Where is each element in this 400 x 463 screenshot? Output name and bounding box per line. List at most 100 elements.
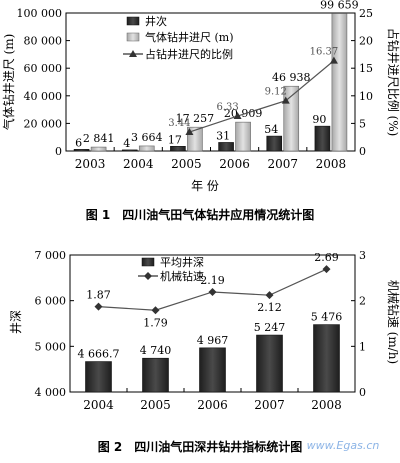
chart2-rop-label: 1.87 [86, 289, 111, 302]
chart2-x-tick-label: 2008 [311, 398, 342, 412]
chart2-y-tick-label: 7 000 [35, 249, 67, 262]
chart1-x-tick-label: 2005 [171, 157, 202, 171]
chart2-rop-point [151, 306, 160, 315]
chart2-bar-depth-label: 5 247 [254, 321, 286, 334]
chart1-x-axis-label: 年 份 [191, 179, 219, 193]
chart1-bar-footage [138, 145, 155, 152]
chart2-rop-point [94, 302, 103, 311]
chart1-ratio-point [329, 56, 338, 64]
chart2-caption: 图 2 四川油气田深井钻井指标统计图 [98, 439, 303, 454]
chart2-y-axis-label: 井深 [9, 310, 23, 334]
chart1-y-tick-label: 0 [55, 145, 62, 158]
chart1-bar-footage-label: 99 659 [320, 0, 359, 11]
chart2-y-tick-label: 6 000 [35, 295, 67, 308]
chart2-rop-label: 1.79 [143, 316, 168, 329]
chart2-legend-label-rop: 机械钻速 [160, 269, 204, 283]
chart1-y-tick-label: 40 000 [24, 90, 63, 103]
chart2-x-tick-label: 2006 [197, 398, 228, 412]
chart2-rop-label: 2.19 [200, 274, 225, 287]
chart2-bar-depth [142, 357, 169, 393]
chart1-y-axis-label: 气体钻井进尺 (m) [1, 34, 16, 131]
chart2-x-tick-label: 2004 [83, 398, 114, 412]
chart-1: 气体钻井进尺 (m) 占钻井进尺比例 (%) 年 份 图 1 四川油气田气体钻井… [1, 0, 400, 222]
chart1-legend-label-count: 井次 [145, 14, 167, 28]
chart1-ratio-label: 6.33 [216, 102, 238, 113]
chart2-rop-label: 2.12 [257, 301, 282, 314]
chart1-x-tick-label: 2003 [75, 157, 106, 171]
chart2-bar-depth-label: 4 740 [140, 344, 172, 357]
chart2-y2-tick-label: 2 [359, 295, 366, 308]
chart2-bar-depth-label: 4 666.7 [78, 348, 120, 361]
chart1-ratio-label: 9.12 [265, 87, 287, 98]
chart1-ratio-label: 16.37 [310, 47, 339, 58]
chart2-x-tick-label: 2005 [140, 398, 171, 412]
chart1-ratio-point [185, 128, 194, 136]
chart-2: 井深 机械钻速 (m/h) 图 2 四川油气田深井钻井指标统计图 平均井深机械钻… [9, 249, 400, 454]
chart2-bar-depth [199, 347, 226, 393]
chart1-bar-count [314, 125, 331, 152]
chart2-bar-depth [256, 334, 283, 393]
chart2-y-tick-label: 5 000 [35, 340, 67, 353]
chart2-y2-tick-label: 1 [359, 340, 366, 353]
chart1-bar-count-label: 17 [168, 133, 182, 146]
chart1-y-tick-label: 60 000 [24, 62, 63, 75]
chart2-bar-depth [313, 324, 340, 393]
chart1-bar-footage [331, 13, 348, 152]
chart2-rop-point [265, 291, 274, 300]
chart1-y2-tick-label: 25 [359, 7, 373, 20]
chart1-ratio-line [189, 60, 335, 133]
chart1-legend-swatch-footage [126, 32, 140, 42]
chart1-legend-label-ratio: 占钻井进尺的比例 [145, 47, 233, 61]
chart1-y2-tick-label: 20 [359, 35, 373, 48]
chart1-legend-marker-ratio [129, 50, 137, 57]
chart2-y2-tick-label: 3 [359, 249, 366, 262]
chart2-y2-axis-label: 机械钻速 (m/h) [386, 280, 400, 364]
chart1-bar-footage-label: 3 664 [131, 131, 163, 144]
chart2-rop-point [322, 265, 331, 274]
chart1-bar-count-label: 6 [75, 136, 82, 149]
chart1-y2-tick-label: 10 [359, 90, 373, 103]
chart1-y2-axis-label: 占钻井进尺比例 (%) [386, 28, 400, 137]
chart1-y2-tick-label: 15 [359, 62, 373, 75]
chart1-x-tick-label: 2008 [316, 157, 347, 171]
chart1-bar-count-label: 31 [216, 129, 230, 142]
chart2-legend-marker-rop [144, 272, 152, 280]
chart1-y2-tick-label: 5 [359, 117, 366, 130]
chart1-bar-footage-label: 46 938 [272, 71, 311, 84]
chart2-rop-label: 2.69 [314, 251, 339, 264]
chart2-bar-depth-label: 5 476 [311, 311, 343, 324]
chart1-x-tick-label: 2006 [219, 157, 250, 171]
chart1-bar-count [121, 149, 138, 152]
chart1-bar-count [266, 135, 283, 152]
chart1-bar-count [218, 142, 234, 152]
chart1-ratio-label: 3.44 [168, 118, 190, 129]
chart1-ratio-point [233, 112, 242, 120]
chart2-bar-depth [85, 361, 112, 393]
chart1-bar-footage-label: 17 257 [176, 112, 215, 125]
chart2-x-tick-label: 2007 [254, 398, 285, 412]
watermark: www.Egas.cn [307, 439, 380, 452]
chart2-legend-swatch-depth [141, 257, 155, 267]
chart1-legend-swatch-count [126, 16, 140, 26]
chart2-rop-point [208, 287, 217, 296]
chart1-x-tick-label: 2007 [267, 157, 298, 171]
chart1-y-tick-label: 100 000 [17, 7, 63, 20]
chart1-bar-count [73, 149, 90, 152]
chart1-bar-count-label: 90 [312, 113, 326, 126]
chart2-y2-tick-label: 0 [359, 386, 366, 399]
chart1-ratio-point [281, 96, 290, 104]
chart1-bar-footage [235, 121, 251, 152]
chart2-bar-depth-label: 4 967 [197, 334, 229, 347]
chart1-bar-footage [90, 146, 107, 152]
chart1-bar-footage-label: 2 841 [83, 132, 115, 145]
chart1-caption: 图 1 四川油气田气体钻井应用情况统计图 [86, 207, 315, 222]
chart1-bar-count-label: 54 [264, 123, 278, 136]
chart1-y-tick-label: 20 000 [24, 117, 63, 130]
chart1-legend-label-footage: 气体钻井进尺 (m) [145, 30, 234, 44]
chart1-bar-count-label: 4 [123, 137, 130, 150]
chart1-bar-count [170, 146, 186, 152]
chart2-legend-label-depth: 平均井深 [160, 255, 204, 269]
chart2-y-tick-label: 4 000 [35, 386, 67, 399]
